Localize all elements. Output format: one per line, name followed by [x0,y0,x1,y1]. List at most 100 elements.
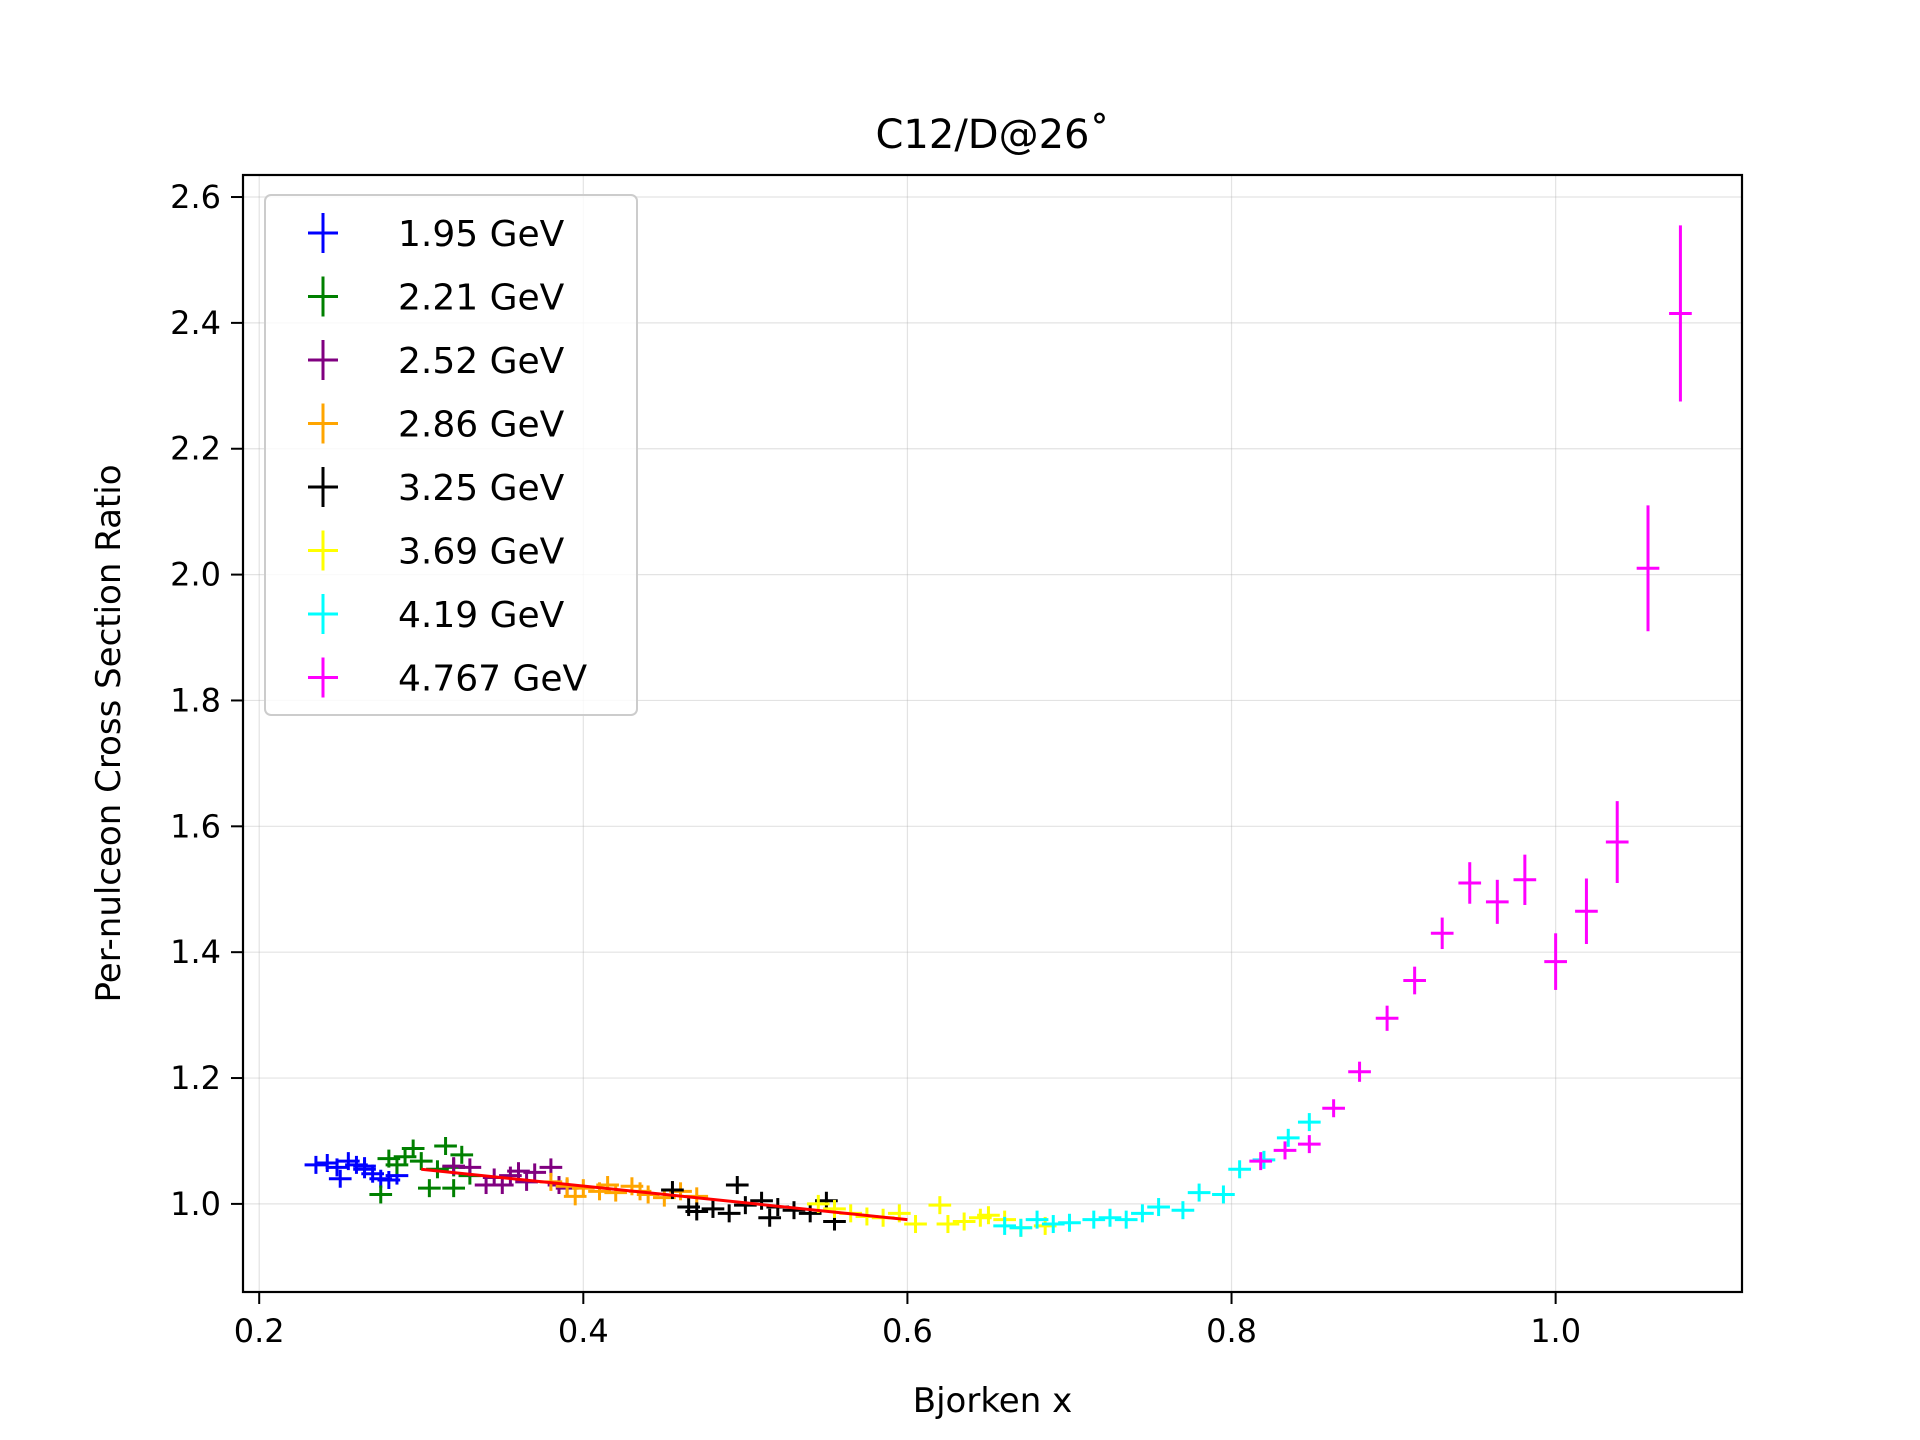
y-tick-label: 2.2 [170,430,221,468]
y-tick-label: 1.0 [170,1185,221,1223]
data-point [315,1153,339,1172]
data-point [353,1157,376,1176]
data-point [725,1176,749,1195]
data-point [1575,878,1598,944]
data-point [442,1179,466,1198]
data-point [701,1199,725,1218]
y-tick-label: 1.6 [170,807,221,845]
data-point [1273,1141,1297,1160]
legend-label: 2.86 GeV [398,405,565,446]
data-point [782,1201,806,1220]
data-point [1131,1204,1154,1223]
data-point [993,1216,1016,1235]
legend-label: 4.767 GeV [398,659,588,700]
data-point [685,1202,709,1221]
chart-title: C12/D@26˚ [875,112,1109,158]
data-point [1485,879,1509,924]
data-point [1636,505,1660,632]
data-point [977,1206,1000,1225]
y-tick-label: 2.0 [170,556,221,594]
y-tick-label: 2.4 [170,304,221,342]
data-point [928,1196,952,1215]
legend-label: 2.21 GeV [398,278,565,319]
data-point [1009,1218,1033,1237]
x-tick-label: 0.6 [882,1312,933,1350]
data-point [1187,1183,1211,1202]
data-point [1513,854,1537,905]
data-point [1297,1135,1321,1154]
legend-label: 3.69 GeV [398,532,565,573]
data-point [450,1145,474,1164]
x-tick-label: 0.2 [234,1312,285,1350]
legend-item: 4.19 GeV [308,594,565,636]
y-tick-label: 1.2 [170,1059,221,1097]
data-point [1375,1005,1399,1031]
data-point [1058,1213,1081,1232]
data-point [604,1183,628,1202]
data-point [369,1185,393,1204]
legend: 1.95 GeV 2.21 GeV 2.52 GeV 2.86 GeV 3.25 GeV… [264,194,638,716]
series-1-95-GeV [304,1152,409,1189]
data-point [434,1137,457,1156]
data-point [750,1191,773,1210]
data-point [1605,801,1629,883]
y-tick-label: 1.4 [170,933,221,971]
data-point [952,1212,976,1231]
data-point [1228,1160,1251,1179]
data-point [1430,917,1454,950]
data-point [409,1152,433,1171]
data-point [717,1204,741,1223]
legend-box [264,194,638,716]
data-point [401,1139,425,1158]
data-point [734,1196,757,1215]
legend-item: 3.25 GeV [308,467,565,509]
data-point [1114,1210,1138,1229]
data-point [1348,1061,1371,1082]
legend-label: 2.52 GeV [398,341,565,382]
data-point [304,1155,328,1174]
data-point [1147,1198,1170,1217]
data-point [758,1208,782,1227]
legend-label: 4.19 GeV [398,595,565,636]
data-point [1458,862,1482,904]
data-point [418,1179,441,1198]
data-point [1098,1208,1122,1227]
plot-frame [241,173,1744,1294]
data-point [523,1163,547,1182]
x-tick-label: 1.0 [1530,1312,1581,1350]
series-4-767-GeV [1249,225,1692,1171]
legend-item: 3.69 GeV [308,530,565,573]
legend-label: 1.95 GeV [398,214,565,255]
legend-item: 2.86 GeV [308,403,565,446]
grid [243,175,1742,1292]
legend-item: 4.767 GeV [308,657,588,700]
data-point [1544,933,1567,990]
data-point [1082,1210,1106,1229]
y-tick-label: 1.8 [170,681,221,719]
data-point [1669,225,1692,402]
data-point [1249,1152,1273,1171]
x-axis-label: Bjorken x [913,1381,1072,1421]
data-point [1403,966,1426,995]
data-point [798,1204,822,1223]
data-point [1171,1201,1195,1220]
axes: 0.2 0.4 0.6 0.8 1.0 1.0 1.2 1.4 1.6 1.8 2.0 2.2 2.4 2… [170,178,1581,1350]
data-point [904,1215,927,1234]
legend-item: 2.21 GeV [308,276,565,319]
x-tick-label: 0.8 [1206,1312,1257,1350]
legend-item: 1.95 GeV [308,213,565,255]
data-point [823,1199,846,1218]
data-point [1212,1185,1235,1204]
fit-line [421,1167,908,1222]
data-point [1276,1128,1300,1147]
y-axis-label: Per-nulceon Cross Section Ratio [89,464,129,1002]
data-point [1322,1099,1345,1118]
data-point [1025,1210,1049,1229]
data-point [328,1169,352,1188]
series-3-25-GeV [661,1176,846,1231]
legend-label: 3.25 GeV [398,468,565,509]
legend-item: 2.52 GeV [308,340,565,382]
y-tick-label: 2.6 [170,178,221,216]
plot-area [304,225,1692,1237]
